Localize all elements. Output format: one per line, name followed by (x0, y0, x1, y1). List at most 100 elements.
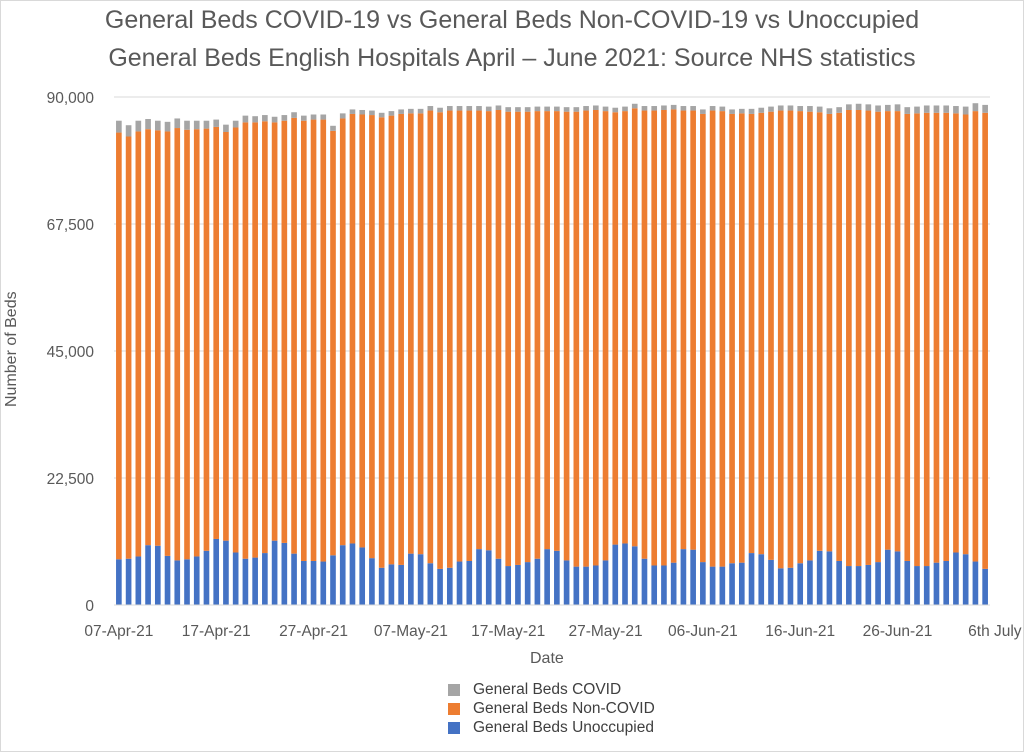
bar-unoccupied (515, 564, 521, 605)
bar-unoccupied (709, 566, 716, 605)
bar-covid (563, 107, 570, 112)
bar-covid (271, 116, 278, 123)
bar-unoccupied (145, 545, 151, 605)
bar-unoccupied (738, 562, 745, 605)
bar-unoccupied (388, 564, 395, 605)
bar-covid (923, 105, 930, 113)
x-tick-label: 17-Apr-21 (182, 623, 251, 640)
bar-noncovid (369, 115, 375, 559)
bar-noncovid (271, 122, 278, 541)
bar-unoccupied (456, 561, 463, 605)
bar-unoccupied (184, 559, 190, 605)
bar-unoccupied (466, 560, 473, 605)
bar-noncovid (631, 108, 638, 547)
bar-covid (729, 109, 735, 114)
bar-covid (836, 107, 842, 113)
bar-covid (116, 120, 122, 133)
bar-unoccupied (884, 549, 891, 605)
bar-noncovid (573, 111, 580, 567)
bar-unoccupied (524, 562, 531, 605)
bar-noncovid (641, 110, 648, 559)
bar-unoccupied (865, 564, 872, 605)
bar-unoccupied (797, 563, 804, 605)
bar-noncovid (164, 131, 171, 556)
bar-covid (154, 120, 161, 131)
bar-unoccupied (223, 540, 229, 605)
bar-covid (719, 106, 726, 112)
bar-noncovid (417, 113, 424, 555)
bar-unoccupied (670, 562, 677, 605)
bar-noncovid (807, 111, 813, 561)
bar-unoccupied (310, 560, 317, 605)
bar-unoccupied (583, 566, 589, 605)
bar-noncovid (680, 110, 687, 550)
bar-covid (417, 108, 424, 114)
y-tick-label: 0 (85, 598, 94, 615)
bar-covid (787, 105, 794, 111)
x-axis-label: Date (530, 650, 564, 667)
bar-noncovid (310, 119, 317, 561)
y-tick-label: 90,000 (47, 90, 95, 107)
bar-noncovid (943, 112, 950, 561)
bar-covid (310, 114, 317, 120)
bar-unoccupied (943, 560, 950, 605)
bar-noncovid (184, 129, 190, 560)
bar-noncovid (777, 110, 784, 569)
bar-noncovid (972, 111, 979, 562)
bar-covid (690, 106, 696, 111)
bar-unoccupied (135, 556, 142, 605)
bar-noncovid (437, 112, 443, 569)
bar-covid (466, 106, 473, 111)
bar-noncovid (398, 113, 404, 565)
bar-covid (359, 109, 366, 115)
bar-covid (797, 106, 804, 112)
bar-unoccupied (826, 551, 833, 605)
bar-noncovid (914, 113, 920, 567)
bar-unoccupied (768, 559, 774, 605)
bar-noncovid (709, 110, 716, 567)
bar-unoccupied (661, 565, 667, 605)
bar-unoccupied (505, 566, 512, 605)
y-tick-label: 67,500 (47, 217, 95, 234)
bar-unoccupied (281, 542, 288, 605)
bar-covid (602, 106, 609, 112)
bar-covid (135, 120, 142, 132)
bar-unoccupied (446, 567, 453, 605)
bar-covid (349, 109, 356, 114)
bar-noncovid (612, 112, 619, 545)
bar-covid (709, 106, 716, 111)
x-tick-label: 6th July (968, 623, 1022, 640)
bar-noncovid (592, 109, 599, 566)
bar-covid (524, 107, 531, 112)
bar-unoccupied (787, 567, 794, 605)
bar-unoccupied (417, 554, 424, 605)
bar-unoccupied (534, 558, 541, 605)
bar-unoccupied (972, 561, 979, 605)
bar-noncovid (476, 110, 482, 550)
bar-unoccupied (378, 567, 385, 605)
bar-covid (768, 106, 774, 112)
bar-noncovid (602, 111, 609, 561)
bar-covid (252, 116, 258, 123)
bar-covid (515, 107, 521, 112)
bar-noncovid (203, 128, 210, 551)
bar-noncovid (242, 122, 249, 559)
bar-unoccupied (651, 565, 658, 605)
bar-noncovid (524, 111, 531, 563)
bar-noncovid (797, 111, 804, 564)
bar-unoccupied (982, 568, 988, 605)
bar-unoccupied (758, 554, 765, 605)
bar-covid (456, 106, 463, 111)
bar-covid (865, 104, 872, 111)
chart-title-line-1: General Beds COVID-19 vs General Beds No… (104, 6, 920, 34)
bar-unoccupied (174, 560, 181, 605)
bar-noncovid (875, 111, 881, 563)
bar-unoccupied (359, 547, 366, 605)
bar-covid (962, 106, 969, 115)
bar-noncovid (836, 112, 842, 561)
bar-unoccupied (836, 560, 842, 605)
bar-covid (680, 106, 687, 111)
bar-unoccupied (349, 543, 356, 605)
